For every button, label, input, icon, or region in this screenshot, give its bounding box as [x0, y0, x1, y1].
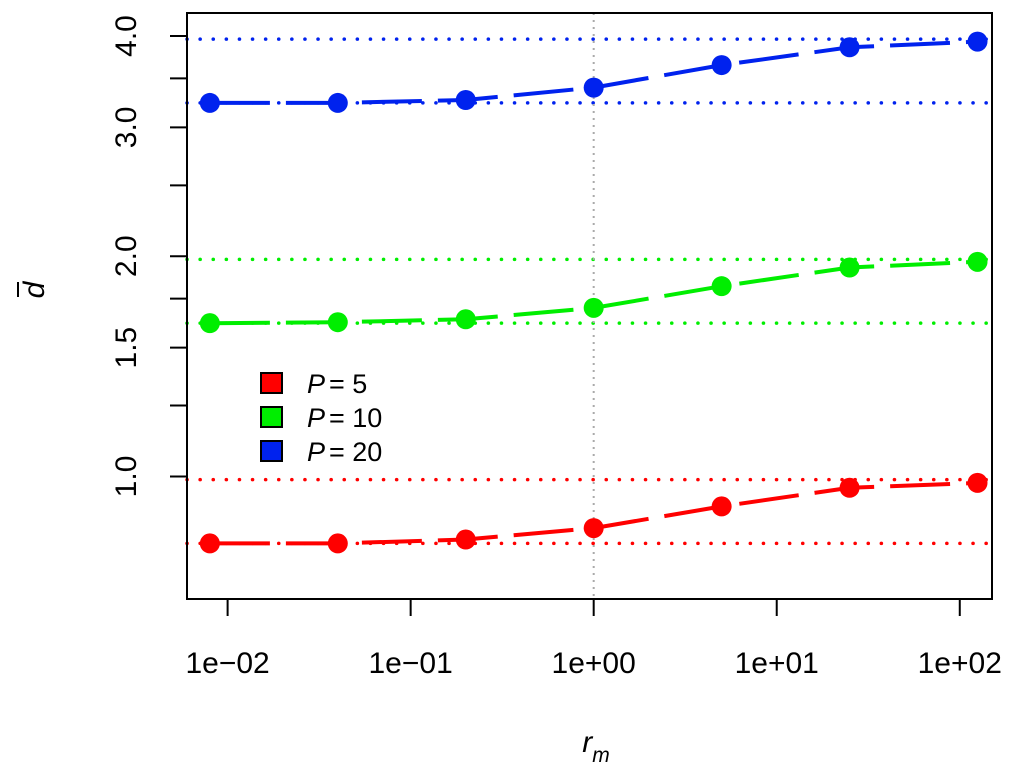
data-point: [455, 90, 476, 111]
legend: P = 5P = 10P = 20: [260, 369, 382, 467]
data-point: [199, 92, 220, 113]
data-point: [583, 297, 604, 318]
y-tick-label: 2.0: [110, 235, 143, 277]
legend-swatch: [260, 406, 283, 428]
y-tick-label: 3.0: [110, 107, 143, 149]
y-tick-label: 4.0: [110, 15, 143, 57]
x-axis-label-main: r: [582, 726, 593, 759]
data-point: [711, 55, 732, 76]
y-tick-label: 1.0: [110, 456, 143, 498]
data-point: [967, 472, 988, 493]
legend-swatch: [260, 440, 283, 462]
data-points: [199, 31, 988, 554]
data-point: [711, 496, 732, 517]
legend-label: P = 20: [307, 437, 382, 467]
x-tick-label: 1e+01: [735, 647, 819, 680]
data-point: [967, 31, 988, 52]
data-point: [839, 477, 860, 498]
x-tick-label: 1e−01: [369, 647, 453, 680]
data-point: [711, 276, 732, 297]
data-point: [455, 309, 476, 330]
x-axis: 1e−02 1e−01 1e+00 1e+01 1e+02: [185, 598, 1002, 680]
data-point: [327, 312, 348, 333]
x-axis-label-subscript: m: [592, 744, 610, 767]
legend-label-var: P: [307, 437, 325, 467]
legend-label-eq: = 5: [329, 369, 367, 399]
data-point: [583, 518, 604, 539]
legend-label-var: P: [307, 369, 325, 399]
y-axis-label: d: [18, 280, 51, 298]
x-tick-label: 1e−02: [185, 647, 269, 680]
data-point: [455, 529, 476, 550]
data-point: [199, 533, 220, 554]
x-tick-label: 1e+02: [918, 647, 1002, 680]
legend-swatch: [260, 372, 283, 394]
data-point: [199, 313, 220, 334]
data-point: [583, 77, 604, 98]
legend-label: P = 5: [307, 369, 367, 399]
legend-label: P = 10: [307, 403, 382, 433]
y-axis-label-group: d: [17, 280, 51, 298]
data-point: [327, 92, 348, 113]
legend-label-eq: = 10: [329, 403, 382, 433]
y-axis: 1.0 1.5 2.0 3.0 4.0: [110, 15, 188, 498]
data-point: [967, 251, 988, 272]
y-tick-label: 1.5: [110, 327, 143, 369]
legend-label-eq: = 20: [329, 437, 382, 467]
x-tick-label: 1e+00: [552, 647, 636, 680]
data-point: [839, 37, 860, 58]
data-point: [327, 533, 348, 554]
x-axis-label: rm: [582, 726, 610, 767]
data-point: [839, 257, 860, 278]
legend-label-var: P: [307, 403, 325, 433]
reference-lines: [185, 37, 994, 546]
